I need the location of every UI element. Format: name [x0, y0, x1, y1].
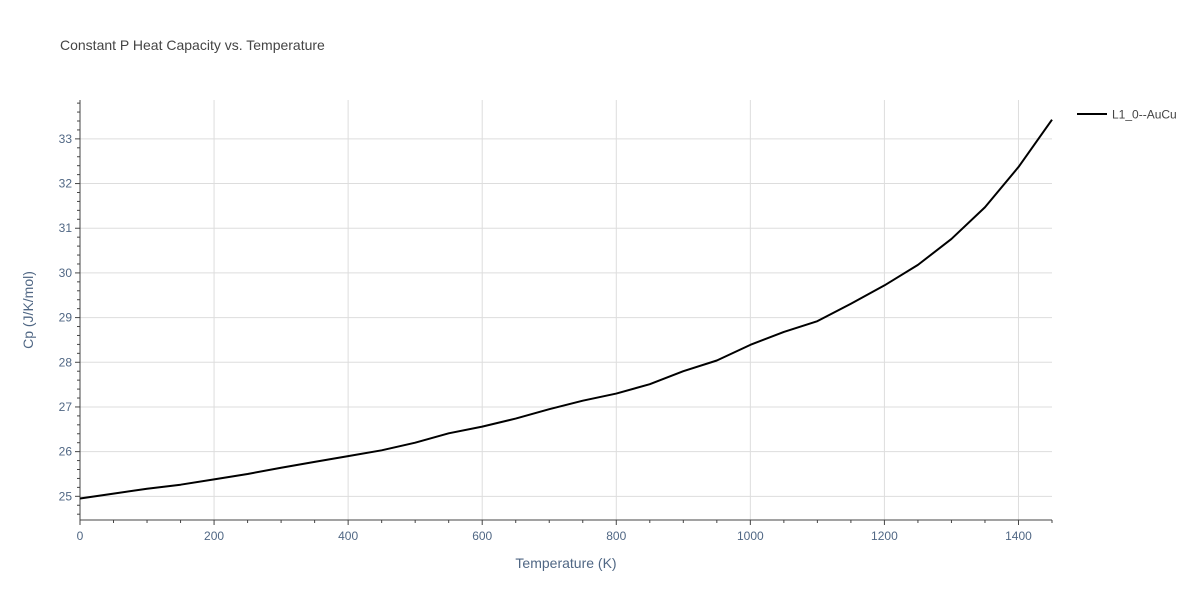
axes: 0 200 400 600 800 1000 1200 1400 25 26 27 28 29 30 31 3…	[59, 100, 1053, 543]
grid	[80, 100, 1052, 520]
y-tick-label: 29	[59, 311, 73, 325]
y-tick-label: 30	[59, 266, 73, 280]
legend-label-l1-0-aucu: L1_0--AuCu	[1112, 108, 1177, 122]
x-tick-label: 400	[338, 529, 358, 543]
x-tick-label: 1000	[737, 529, 764, 543]
legend[interactable]: L1_0--AuCu	[1077, 108, 1177, 122]
y-tick-label: 32	[59, 177, 73, 191]
x-tick-label: 200	[204, 529, 224, 543]
y-tick-label: 28	[59, 355, 73, 369]
y-tick-label: 25	[59, 489, 73, 503]
chart-title: Constant P Heat Capacity vs. Temperature	[60, 37, 325, 53]
y-tick-label: 26	[59, 445, 73, 459]
x-tick-label: 1400	[1005, 529, 1032, 543]
series-layer	[79, 119, 1053, 500]
x-tick-label: 600	[472, 529, 492, 543]
x-axis-title: Temperature (K)	[515, 555, 616, 571]
y-tick-label: 33	[59, 132, 73, 146]
y-tick-label: 31	[59, 221, 73, 235]
series-line-l1-0-aucu[interactable]	[79, 119, 1053, 500]
y-axis-title: Cp (J/K/mol)	[20, 271, 36, 349]
x-tick-label: 0	[77, 529, 84, 543]
y-tick-label: 27	[59, 400, 73, 414]
x-tick-label: 1200	[871, 529, 898, 543]
x-tick-label: 800	[606, 529, 626, 543]
